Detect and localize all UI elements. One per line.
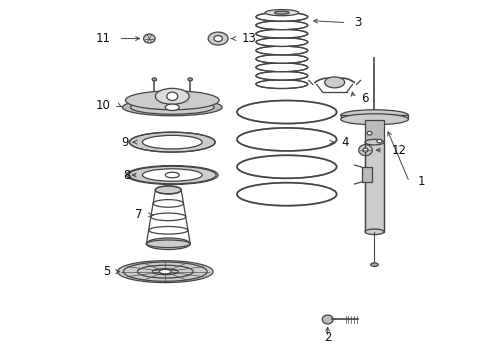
- Ellipse shape: [143, 169, 202, 181]
- Ellipse shape: [165, 172, 179, 178]
- Text: 1: 1: [417, 175, 425, 189]
- Ellipse shape: [341, 110, 408, 121]
- Ellipse shape: [256, 29, 308, 38]
- Ellipse shape: [188, 78, 193, 81]
- Ellipse shape: [155, 186, 181, 194]
- Ellipse shape: [159, 269, 171, 274]
- Text: 13: 13: [242, 32, 257, 45]
- Ellipse shape: [122, 99, 222, 116]
- Ellipse shape: [371, 263, 378, 266]
- Bar: [365, 142, 384, 232]
- Ellipse shape: [256, 46, 308, 55]
- Ellipse shape: [208, 32, 228, 45]
- Ellipse shape: [256, 21, 308, 30]
- Ellipse shape: [341, 114, 408, 125]
- Ellipse shape: [265, 10, 299, 16]
- Ellipse shape: [155, 88, 189, 104]
- Ellipse shape: [256, 54, 308, 63]
- Ellipse shape: [125, 91, 219, 110]
- Ellipse shape: [118, 261, 213, 283]
- Text: 9: 9: [121, 136, 128, 149]
- Ellipse shape: [165, 104, 179, 111]
- Ellipse shape: [256, 13, 308, 21]
- Text: 3: 3: [355, 16, 362, 29]
- Ellipse shape: [256, 38, 308, 46]
- Text: 2: 2: [324, 331, 331, 344]
- Text: 7: 7: [135, 208, 143, 221]
- Ellipse shape: [322, 315, 333, 324]
- Ellipse shape: [126, 166, 218, 184]
- Ellipse shape: [325, 77, 344, 88]
- Text: 8: 8: [123, 168, 130, 181]
- Text: 5: 5: [103, 265, 111, 278]
- Ellipse shape: [365, 139, 384, 145]
- Ellipse shape: [367, 131, 372, 135]
- Ellipse shape: [143, 135, 202, 149]
- Ellipse shape: [274, 11, 289, 14]
- Ellipse shape: [359, 145, 372, 156]
- Text: 6: 6: [362, 92, 369, 105]
- Ellipse shape: [147, 238, 190, 249]
- Text: 10: 10: [96, 99, 111, 112]
- Ellipse shape: [256, 63, 308, 72]
- Ellipse shape: [130, 100, 214, 114]
- Ellipse shape: [144, 34, 155, 43]
- Text: 11: 11: [96, 32, 111, 45]
- Bar: [365, 120, 385, 142]
- Ellipse shape: [256, 71, 308, 80]
- Bar: [362, 167, 371, 182]
- Ellipse shape: [167, 92, 178, 100]
- Text: 4: 4: [342, 136, 349, 149]
- Ellipse shape: [365, 229, 384, 235]
- Ellipse shape: [363, 148, 368, 152]
- Ellipse shape: [214, 36, 222, 41]
- Ellipse shape: [129, 132, 215, 152]
- Ellipse shape: [152, 78, 156, 81]
- Text: 12: 12: [392, 144, 406, 157]
- Ellipse shape: [377, 139, 382, 143]
- Bar: [341, 115, 408, 119]
- Ellipse shape: [256, 80, 308, 89]
